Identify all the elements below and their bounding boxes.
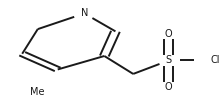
Text: Cl: Cl: [211, 55, 220, 66]
Text: S: S: [166, 55, 172, 66]
Text: N: N: [81, 8, 88, 18]
Text: O: O: [165, 29, 172, 39]
Text: Me: Me: [30, 87, 44, 97]
Text: O: O: [165, 82, 172, 92]
